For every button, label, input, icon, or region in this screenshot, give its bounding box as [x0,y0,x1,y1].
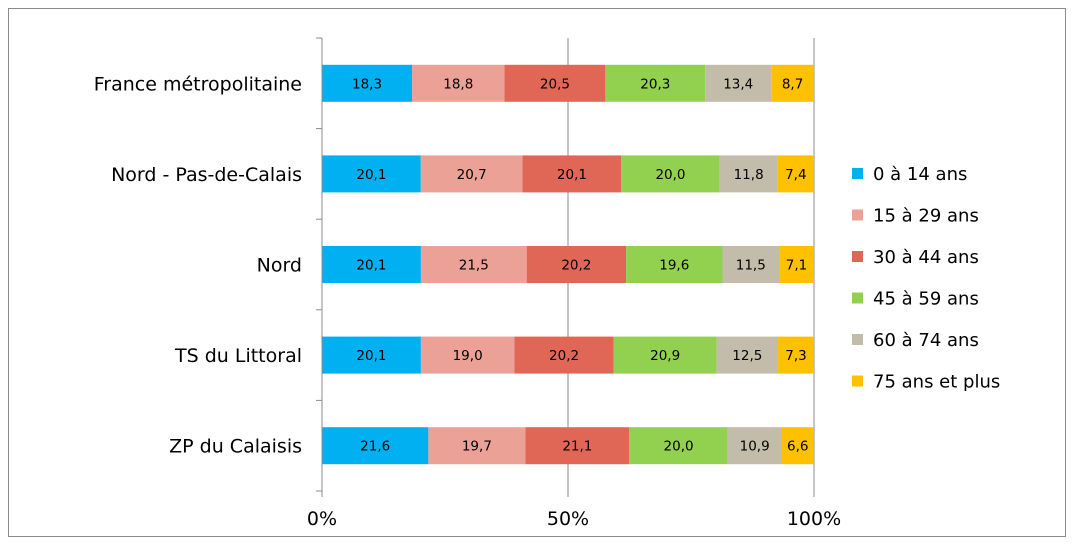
data-label: 19,7 [462,439,492,455]
data-label: 18,3 [352,76,382,92]
x-axis-ticks: 0% 50% 100% [307,491,841,530]
bar-segment [777,155,814,193]
data-label: 20,0 [655,167,685,183]
legend-swatch [852,375,863,387]
data-label: 20,5 [540,76,570,92]
data-label: 21,1 [562,439,592,455]
bar-segment [727,427,782,465]
x-tick-label: 100% [787,508,841,530]
bar-segment [716,336,779,374]
data-label: 20,0 [664,439,694,455]
legend-label: 0 à 14 ans [873,164,967,185]
bar-segment [778,336,814,374]
bar-segment [412,64,505,102]
data-label: 7,4 [785,167,806,183]
legend-swatch [852,292,863,304]
bar-segment [771,64,814,102]
bar-segment [719,155,778,193]
data-label: 7,3 [785,348,806,364]
data-label: 8,7 [782,76,803,92]
legend: 0 à 14 ans 15 à 29 ans 30 à 44 ans 45 à 59 … [852,164,1000,393]
data-label: 11,8 [734,167,764,183]
bar-segment [420,246,527,283]
bar-segment [420,155,523,193]
data-label: 20,7 [457,167,487,183]
legend-swatch [852,209,863,221]
bar-segment [526,246,627,283]
data-label: 21,5 [459,258,489,274]
bars: 18,3 18,8 20,5 20,3 13,4 8,7 20,1 20,7 20,1 20,0 1… [322,64,814,465]
bar-segment [420,336,515,374]
data-label: 20,1 [356,167,386,183]
data-label: 18,8 [443,76,473,92]
bar-segment [322,246,421,283]
category-label: TS du Littoral [174,345,302,367]
y-axis: France métropolitaine Nord - Pas-de-Calai… [94,37,323,492]
bar-segment [621,155,720,193]
legend-label: 75 ans et plus [873,372,1000,393]
bar-segment [322,155,421,193]
bar-segment [722,246,780,283]
bar-segment [605,64,706,102]
data-label: 19,6 [659,258,689,274]
data-label: 20,1 [356,258,386,274]
data-label: 10,9 [740,439,770,455]
data-label: 7,1 [786,258,807,274]
data-label: 11,5 [736,258,766,274]
category-label: Nord - Pas-de-Calais [111,164,302,186]
bar-segment [705,64,772,102]
legend-swatch [852,251,863,262]
legend-label: 30 à 44 ans [873,247,979,268]
legend-swatch [852,168,863,179]
category-label: Nord [257,255,302,277]
bar-segment [525,427,630,465]
legend-label: 15 à 29 ans [873,206,979,227]
x-tick-label: 0% [307,508,337,530]
bar-segment [322,64,413,102]
data-label: 20,2 [549,348,579,364]
legend-label: 45 à 59 ans [873,289,979,310]
bar-segment [629,427,728,465]
data-label: 6,6 [787,439,808,455]
x-tick-label: 50% [547,508,589,530]
data-label: 20,3 [640,76,670,92]
data-label: 13,4 [723,76,753,92]
bar-segment [779,246,814,283]
legend-swatch [852,334,863,345]
bar-segment [781,427,814,465]
bar-segment [514,336,614,374]
category-label: France métropolitaine [94,73,302,95]
bar-segment [626,246,723,283]
category-label: ZP du Calaisis [169,436,302,458]
data-label: 20,2 [561,258,591,274]
data-label: 20,1 [557,167,587,183]
bar-segment [322,336,421,374]
bar-segment [522,155,622,193]
bar-segment [322,427,429,465]
data-label: 20,9 [650,348,680,364]
data-label: 19,0 [453,348,483,364]
bar-segment [613,336,717,374]
data-label: 21,6 [360,439,390,455]
legend-label: 60 à 74 ans [873,330,979,351]
bar-segment [428,427,526,465]
data-label: 12,5 [732,348,762,364]
data-label: 20,1 [356,348,386,364]
bar-segment [504,64,606,102]
